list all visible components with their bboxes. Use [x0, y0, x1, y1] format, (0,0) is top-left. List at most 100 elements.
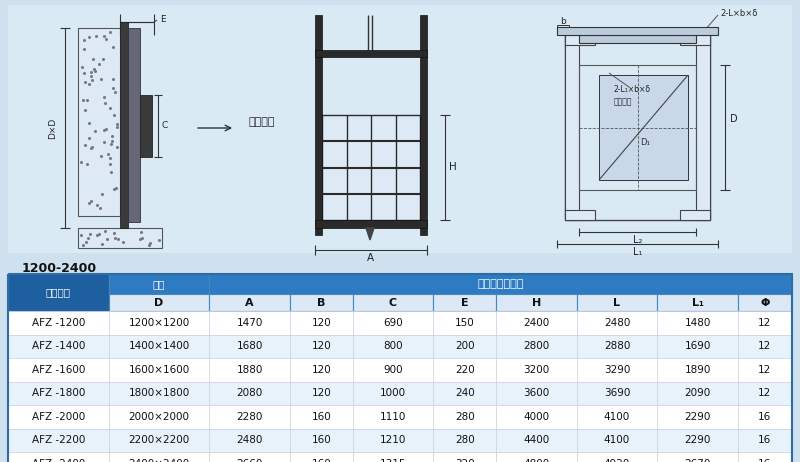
Text: AFZ -2000: AFZ -2000: [32, 412, 85, 422]
Text: 2090: 2090: [684, 388, 710, 398]
Bar: [290, 428, 353, 452]
Text: L: L: [614, 298, 621, 308]
Text: 1200-2400: 1200-2400: [22, 262, 97, 275]
Bar: [210, 334, 290, 358]
Bar: [496, 405, 577, 428]
Bar: [290, 452, 353, 462]
Bar: [658, 382, 738, 405]
Text: 2880: 2880: [604, 341, 630, 351]
Bar: [290, 334, 353, 358]
Text: 1690: 1690: [684, 341, 710, 351]
Bar: [696, 35, 710, 220]
Bar: [565, 35, 595, 45]
Bar: [496, 294, 577, 311]
Bar: [557, 27, 718, 35]
Text: D×D: D×D: [49, 117, 58, 139]
Bar: [738, 428, 792, 452]
Text: b: b: [560, 17, 566, 25]
Bar: [290, 358, 353, 382]
Text: A: A: [366, 253, 374, 263]
Text: 12: 12: [758, 388, 771, 398]
Text: 2480: 2480: [604, 318, 630, 328]
Bar: [210, 358, 290, 382]
Bar: [658, 311, 738, 334]
Bar: [8, 358, 109, 382]
Bar: [315, 220, 427, 228]
Bar: [496, 334, 577, 358]
Bar: [210, 274, 792, 294]
Text: L₁: L₁: [691, 298, 703, 308]
Bar: [8, 5, 792, 253]
Text: AFZ -1800: AFZ -1800: [32, 388, 85, 398]
Bar: [496, 428, 577, 452]
Text: 1000: 1000: [380, 388, 406, 398]
Text: 4000: 4000: [523, 412, 550, 422]
Text: 2000×2000: 2000×2000: [129, 412, 190, 422]
Bar: [109, 334, 210, 358]
Text: 2290: 2290: [684, 412, 710, 422]
Bar: [565, 210, 595, 220]
Bar: [353, 358, 434, 382]
Bar: [496, 452, 577, 462]
Bar: [353, 334, 434, 358]
Bar: [109, 294, 210, 311]
Bar: [109, 274, 210, 294]
Bar: [210, 428, 290, 452]
Bar: [290, 294, 353, 311]
Bar: [210, 294, 290, 311]
Bar: [109, 311, 210, 334]
Text: 160: 160: [311, 459, 331, 462]
Text: 240: 240: [455, 388, 474, 398]
Bar: [496, 358, 577, 382]
Text: E: E: [461, 298, 469, 308]
Bar: [128, 28, 140, 222]
Text: H: H: [532, 298, 541, 308]
Bar: [8, 405, 109, 428]
Text: L₂: L₂: [633, 235, 642, 245]
Bar: [680, 35, 710, 45]
Bar: [120, 22, 128, 228]
Text: AFZ -2400: AFZ -2400: [32, 459, 85, 462]
Bar: [577, 334, 658, 358]
Text: 220: 220: [455, 365, 474, 375]
Bar: [738, 294, 792, 311]
Text: 2080: 2080: [236, 388, 262, 398]
Bar: [565, 35, 579, 220]
Text: 4800: 4800: [523, 459, 550, 462]
Text: L₁: L₁: [633, 247, 642, 257]
Text: 1680: 1680: [236, 341, 262, 351]
Bar: [658, 405, 738, 428]
Bar: [210, 311, 290, 334]
Text: 16: 16: [758, 435, 771, 445]
Text: 外形及安装尺寸: 外形及安装尺寸: [478, 279, 524, 289]
Text: D: D: [730, 115, 738, 124]
Bar: [353, 382, 434, 405]
Text: 200: 200: [455, 341, 474, 351]
Text: 16: 16: [758, 412, 771, 422]
Text: B: B: [317, 298, 326, 308]
Bar: [577, 452, 658, 462]
Text: 1200×1200: 1200×1200: [128, 318, 190, 328]
Text: AFZ -1200: AFZ -1200: [32, 318, 85, 328]
Bar: [577, 428, 658, 452]
Text: 2660: 2660: [236, 459, 262, 462]
Text: 2-L×b×δ: 2-L×b×δ: [720, 8, 758, 18]
Text: 口径: 口径: [153, 279, 165, 289]
Text: 3690: 3690: [604, 388, 630, 398]
Text: 280: 280: [455, 412, 474, 422]
Text: H: H: [449, 163, 457, 172]
Bar: [420, 15, 427, 235]
Text: 预埋钢板: 预埋钢板: [614, 97, 633, 107]
Text: 1110: 1110: [380, 412, 406, 422]
Bar: [353, 294, 434, 311]
Bar: [658, 428, 738, 452]
Bar: [210, 405, 290, 428]
Text: C: C: [162, 122, 168, 130]
Text: 160: 160: [311, 412, 331, 422]
Bar: [353, 405, 434, 428]
Text: 2400: 2400: [523, 318, 550, 328]
Bar: [434, 452, 496, 462]
Bar: [434, 294, 496, 311]
Text: 2200×2200: 2200×2200: [128, 435, 190, 445]
Bar: [577, 294, 658, 311]
